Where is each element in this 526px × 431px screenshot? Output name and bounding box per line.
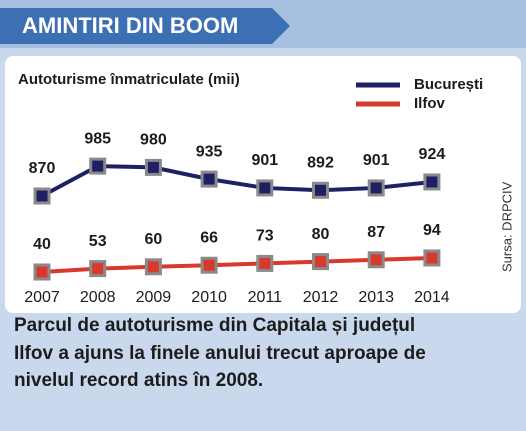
marker bbox=[33, 187, 51, 205]
legend-label: Ilfov bbox=[414, 95, 445, 112]
x-tick-label: 2012 bbox=[303, 289, 339, 306]
data-label: 870 bbox=[29, 160, 56, 177]
data-label: 66 bbox=[200, 229, 218, 246]
marker bbox=[200, 256, 218, 274]
marker bbox=[367, 179, 385, 197]
marker bbox=[200, 170, 218, 188]
marker bbox=[89, 157, 107, 175]
marker bbox=[256, 179, 274, 197]
data-label: 80 bbox=[312, 226, 330, 243]
x-tick-label: 2008 bbox=[80, 289, 116, 306]
data-label: 53 bbox=[89, 233, 107, 250]
data-label: 87 bbox=[367, 224, 385, 241]
marker bbox=[423, 249, 441, 267]
data-label: 901 bbox=[251, 152, 278, 169]
x-tick-label: 2007 bbox=[24, 289, 60, 306]
caption-line: Parcul de autoturisme din Capitala și ju… bbox=[14, 315, 415, 336]
x-tick-label: 2013 bbox=[358, 289, 394, 306]
marker bbox=[312, 253, 329, 271]
series-line bbox=[41, 164, 433, 198]
x-tick-label: 2011 bbox=[248, 289, 283, 306]
data-label: 935 bbox=[196, 143, 223, 160]
data-label: 40 bbox=[33, 236, 51, 253]
caption-line: nivelul record atins în 2008. bbox=[14, 370, 263, 391]
data-label: 980 bbox=[140, 132, 167, 149]
header-title: AMINTIRI DIN BOOM bbox=[22, 13, 238, 38]
source: Sursa: DRPCIV bbox=[499, 181, 514, 272]
data-label: 901 bbox=[363, 152, 390, 169]
x-tick-label: 2009 bbox=[136, 289, 172, 306]
header-banner bbox=[0, 8, 290, 44]
marker bbox=[89, 260, 107, 278]
data-label: 73 bbox=[256, 228, 274, 245]
marker bbox=[256, 254, 274, 272]
x-tick-label: 2014 bbox=[414, 289, 450, 306]
data-label: 985 bbox=[84, 130, 111, 147]
data-label: 60 bbox=[145, 231, 163, 248]
x-tick-label: 2010 bbox=[191, 289, 227, 306]
data-label: 94 bbox=[423, 222, 441, 239]
marker bbox=[144, 158, 162, 176]
series-line bbox=[41, 255, 432, 274]
data-label: 892 bbox=[307, 154, 334, 171]
marker bbox=[423, 173, 441, 191]
legend-label: București bbox=[414, 76, 483, 93]
marker bbox=[144, 258, 162, 276]
chart-subtitle: Autoturisme înmatriculate (mii) bbox=[18, 71, 240, 88]
marker bbox=[367, 251, 385, 269]
marker bbox=[33, 263, 51, 281]
caption-line: Ilfov a ajuns la finele anului trecut ap… bbox=[14, 343, 426, 364]
marker bbox=[312, 181, 329, 199]
data-label: 924 bbox=[419, 146, 446, 163]
